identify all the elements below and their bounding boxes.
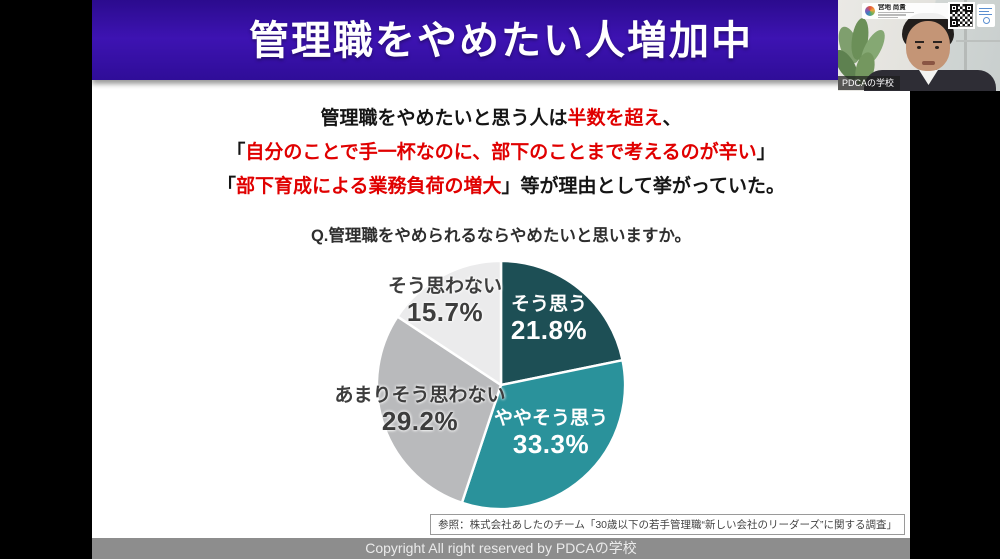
name-card-detail-line	[878, 16, 898, 19]
lead-line: 「自分のことで手一杯なのに、部下のことまで考えるのが辛い」	[92, 136, 910, 170]
pie-slice-2	[460, 358, 627, 511]
name-card-text: 宮地 尚貴	[878, 4, 951, 19]
lead-text: 管理職をやめたいと思う人は半数を超え、 「自分のことで手一杯なのに、部下のことまで…	[92, 102, 910, 204]
pie-label-sou-omou: そう思う 21.8%	[511, 293, 587, 344]
lead-segment: 「	[217, 176, 237, 197]
qr-caption-card	[977, 4, 995, 27]
slice-label: あまりそう思わない	[334, 385, 506, 406]
qr-finder-icon	[965, 4, 973, 12]
slice-percent: 15.7%	[406, 297, 484, 327]
window-frame	[964, 0, 967, 91]
presenter-eye	[917, 46, 921, 49]
window-frame	[956, 40, 1000, 42]
pie-slice-1	[499, 259, 624, 387]
lead-segment: 」	[756, 142, 776, 163]
caption-line	[979, 7, 992, 9]
presentation-slide: 管理職をやめたい人増加中 管理職をやめたいと思う人は半数を超え、 「自分のことで手…	[92, 0, 910, 559]
presenter-eyebrow	[933, 41, 942, 43]
slide-title: 管理職をやめたい人増加中	[249, 19, 753, 63]
pie-slice-3	[375, 315, 503, 504]
qr-finder-icon	[950, 19, 958, 27]
lead-segment: 、	[662, 108, 682, 129]
participant-name-label: PDCAの学校	[838, 76, 901, 90]
source-citation: 参照：株式会社あしたのチーム「30歳以下の若手管理職“新しい会社のリーダーズ”に…	[430, 514, 905, 535]
qr-code	[948, 2, 975, 29]
slice-percent: 29.2%	[381, 406, 459, 436]
lead-highlight: 部下育成による業務負荷の増大	[236, 176, 502, 197]
caption-badge-icon	[982, 17, 990, 24]
presenter-name: 宮地 尚貴	[878, 3, 906, 11]
slice-label: ややそう思う	[493, 408, 609, 429]
presenter-eye	[935, 46, 939, 49]
caption-line	[979, 13, 992, 15]
lead-segment: 」等が理由として挙がっていた。	[501, 176, 785, 197]
copyright-text: Copyright All right reserved by PDCAの学校	[365, 540, 637, 556]
caption-line	[979, 10, 989, 12]
slice-label: そう思う	[510, 294, 588, 315]
lead-highlight: 半数を超え	[567, 108, 663, 129]
slice-percent: 21.8%	[510, 315, 588, 345]
pie-slice-4	[396, 259, 503, 387]
lead-highlight: 自分のことで手一杯なのに、部下のことまで考えるのが辛い	[245, 142, 757, 163]
copyright-footer: Copyright All right reserved by PDCAの学校	[92, 538, 910, 559]
company-logo-icon	[865, 6, 875, 16]
presenter-eyebrow	[915, 41, 924, 43]
presenter-name-card: 宮地 尚貴	[862, 3, 954, 19]
pie-chart	[375, 259, 627, 511]
lead-segment: 管理職をやめたいと思う人は	[320, 108, 568, 129]
qr-pattern	[950, 4, 973, 27]
webcam-overlay: 宮地 尚貴 PDCAの学校	[838, 0, 1000, 91]
name-card-detail-line	[878, 11, 914, 14]
name-card-detail-line	[878, 14, 906, 16]
slide-header: 管理職をやめたい人増加中	[92, 0, 910, 80]
qr-finder-icon	[950, 4, 958, 12]
lead-segment: 「	[226, 142, 246, 163]
lead-line: 管理職をやめたいと思う人は半数を超え、	[92, 102, 910, 136]
pie-label-yaya-sou-omou: ややそう思う 33.3%	[494, 407, 608, 458]
lead-line: 「部下育成による業務負荷の増大」等が理由として挙がっていた。	[92, 170, 910, 204]
chart-question: Q.管理職をやめられるならやめたいと思いますか。	[310, 227, 692, 245]
slice-percent: 33.3%	[512, 429, 590, 459]
pie-label-amari-omowanai: あまりそう思わない 29.2%	[334, 384, 505, 435]
presenter-mouth	[922, 61, 935, 65]
pie-label-omowanai: そう思わない 15.7%	[388, 275, 502, 326]
slice-label: そう思わない	[387, 276, 503, 297]
